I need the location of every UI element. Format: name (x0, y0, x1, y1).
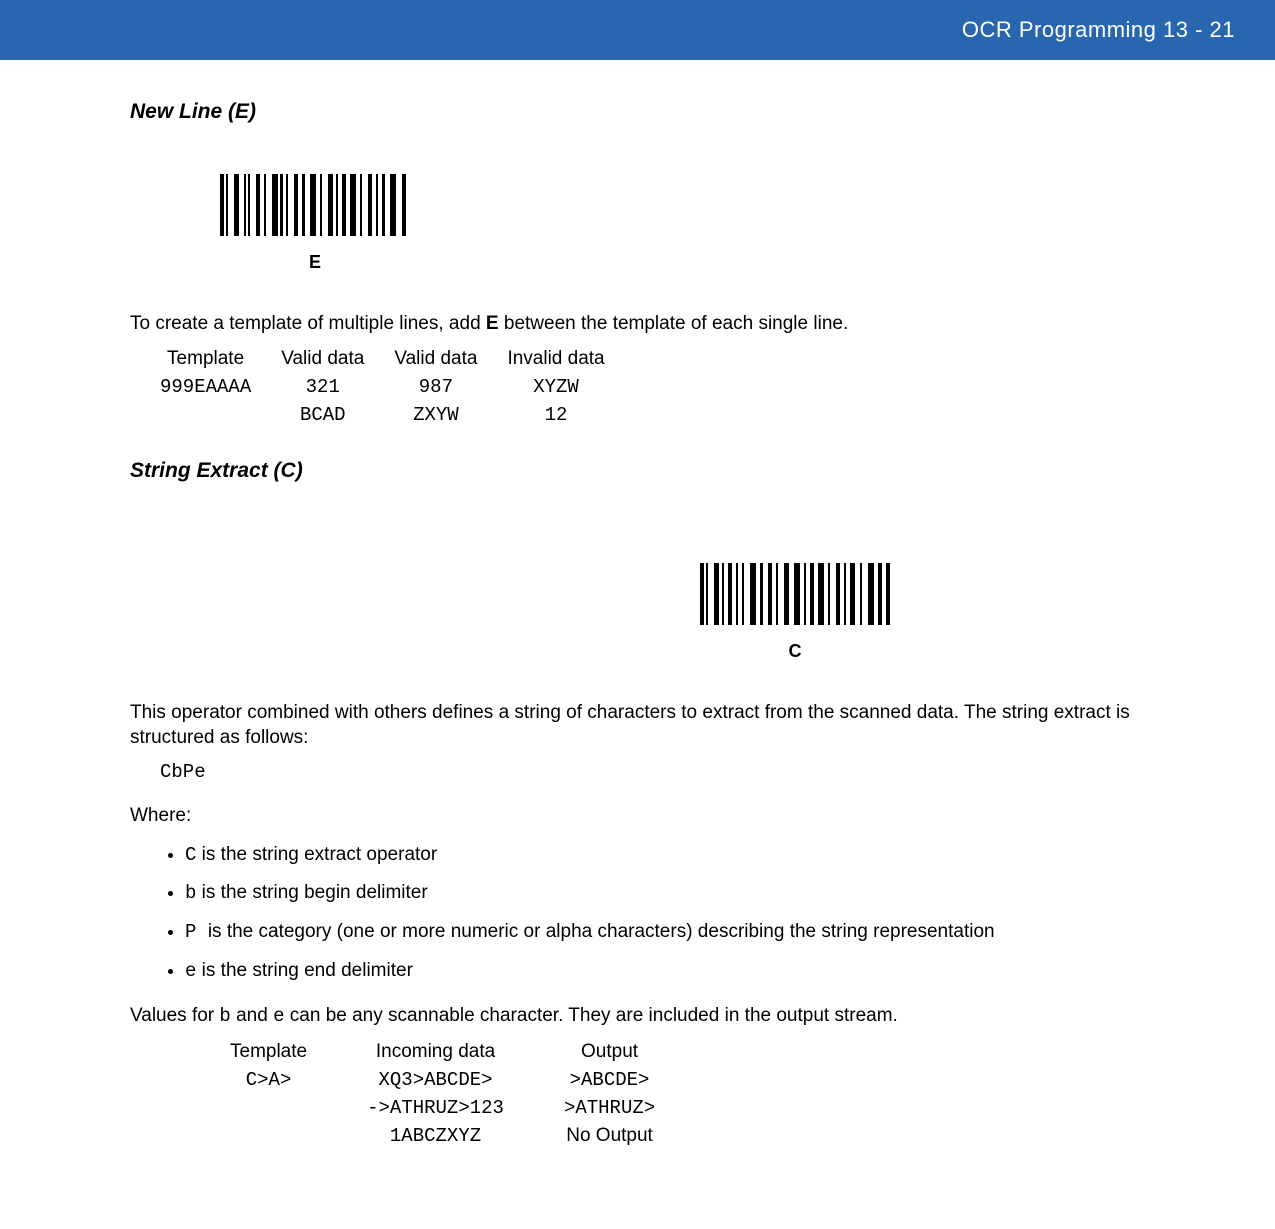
table-cell: XQ3>ABCDE> (367, 1066, 564, 1094)
table-header: Valid data (281, 345, 394, 373)
table-header: Incoming data (367, 1038, 564, 1066)
barcode-c: C (700, 563, 890, 662)
bullet-sym: C (185, 844, 196, 866)
table-row: BCAD ZXYW 12 (160, 401, 635, 429)
list-item: e is the string end delimiter (185, 959, 1145, 984)
bullet-sym: P (185, 921, 208, 943)
table-row: ->ATHRUZ>123 >ATHRUZ> (230, 1094, 715, 1122)
stringextract-table: Template Incoming data Output C>A> XQ3>A… (230, 1038, 715, 1150)
table-cell: BCAD (281, 401, 394, 429)
stringextract-code: CbPe (160, 761, 1145, 783)
barcode-e-label: E (220, 252, 410, 273)
bullet-text: is the category (one or more numeric or … (208, 921, 995, 942)
page-header-title: OCR Programming 13 - 21 (962, 17, 1235, 43)
table-cell: 321 (281, 373, 394, 401)
table-cell: 987 (394, 373, 507, 401)
page-content: New Line (E) (0, 60, 1275, 1210)
table-header: Output (564, 1038, 715, 1066)
table-cell (160, 401, 281, 429)
table-header: Template (230, 1038, 367, 1066)
barcode-c-svg (700, 563, 890, 625)
table-row: Template Incoming data Output (230, 1038, 715, 1066)
table-cell (230, 1094, 367, 1122)
table-header: Valid data (394, 345, 507, 373)
newline-table: Template Valid data Valid data Invalid d… (160, 345, 635, 429)
values-sentence: Values for b and e can be any scannable … (130, 1003, 1145, 1030)
where-label: Where: (130, 803, 1145, 829)
values-s1: b (219, 1005, 230, 1027)
intro-text-2: between the template of each single line… (499, 313, 849, 334)
section-heading-newline: New Line (E) (130, 100, 1145, 124)
barcode-e: E (220, 174, 410, 273)
bullet-text: is the string begin delimiter (196, 882, 427, 903)
list-item: C is the string extract operator (185, 843, 1145, 868)
table-cell: XYZW (507, 373, 634, 401)
values-p2: and (231, 1005, 273, 1026)
values-p1: Values for (130, 1005, 219, 1026)
table-row: 1ABCZXYZ No Output (230, 1122, 715, 1150)
intro-text-1: To create a template of multiple lines, … (130, 313, 486, 334)
bullet-sym: e (185, 960, 196, 982)
table-cell: >ABCDE> (564, 1066, 715, 1094)
table-row: 999EAAAA 321 987 XYZW (160, 373, 635, 401)
stringextract-intro: This operator combined with others defin… (130, 700, 1145, 751)
table-row: Template Valid data Valid data Invalid d… (160, 345, 635, 373)
barcode-c-label: C (700, 641, 890, 662)
table-cell (230, 1122, 367, 1150)
barcode-e-svg (220, 174, 410, 236)
bullet-sym: b (185, 882, 196, 904)
list-item: b is the string begin delimiter (185, 881, 1145, 906)
table-cell: 12 (507, 401, 634, 429)
table-row: C>A> XQ3>ABCDE> >ABCDE> (230, 1066, 715, 1094)
table-header: Invalid data (507, 345, 634, 373)
table-header: Template (160, 345, 281, 373)
values-p3: can be any scannable character. They are… (285, 1005, 898, 1026)
table-cell: C>A> (230, 1066, 367, 1094)
bullet-text: is the string end delimiter (196, 960, 413, 981)
table-cell: ZXYW (394, 401, 507, 429)
section-heading-stringextract: String Extract (C) (130, 459, 1145, 483)
intro-bold-e: E (486, 313, 499, 334)
bullet-text: is the string extract operator (196, 844, 437, 865)
page-header: OCR Programming 13 - 21 (0, 0, 1275, 60)
table-cell: No Output (564, 1122, 715, 1150)
list-item: P is the category (one or more numeric o… (185, 920, 1145, 945)
table-cell: 1ABCZXYZ (367, 1122, 564, 1150)
table-cell: ->ATHRUZ>123 (367, 1094, 564, 1122)
table-cell: >ATHRUZ> (564, 1094, 715, 1122)
table-cell: 999EAAAA (160, 373, 281, 401)
newline-intro: To create a template of multiple lines, … (130, 311, 1145, 337)
values-s2: e (273, 1005, 284, 1027)
where-bullets: C is the string extract operator b is th… (130, 843, 1145, 984)
